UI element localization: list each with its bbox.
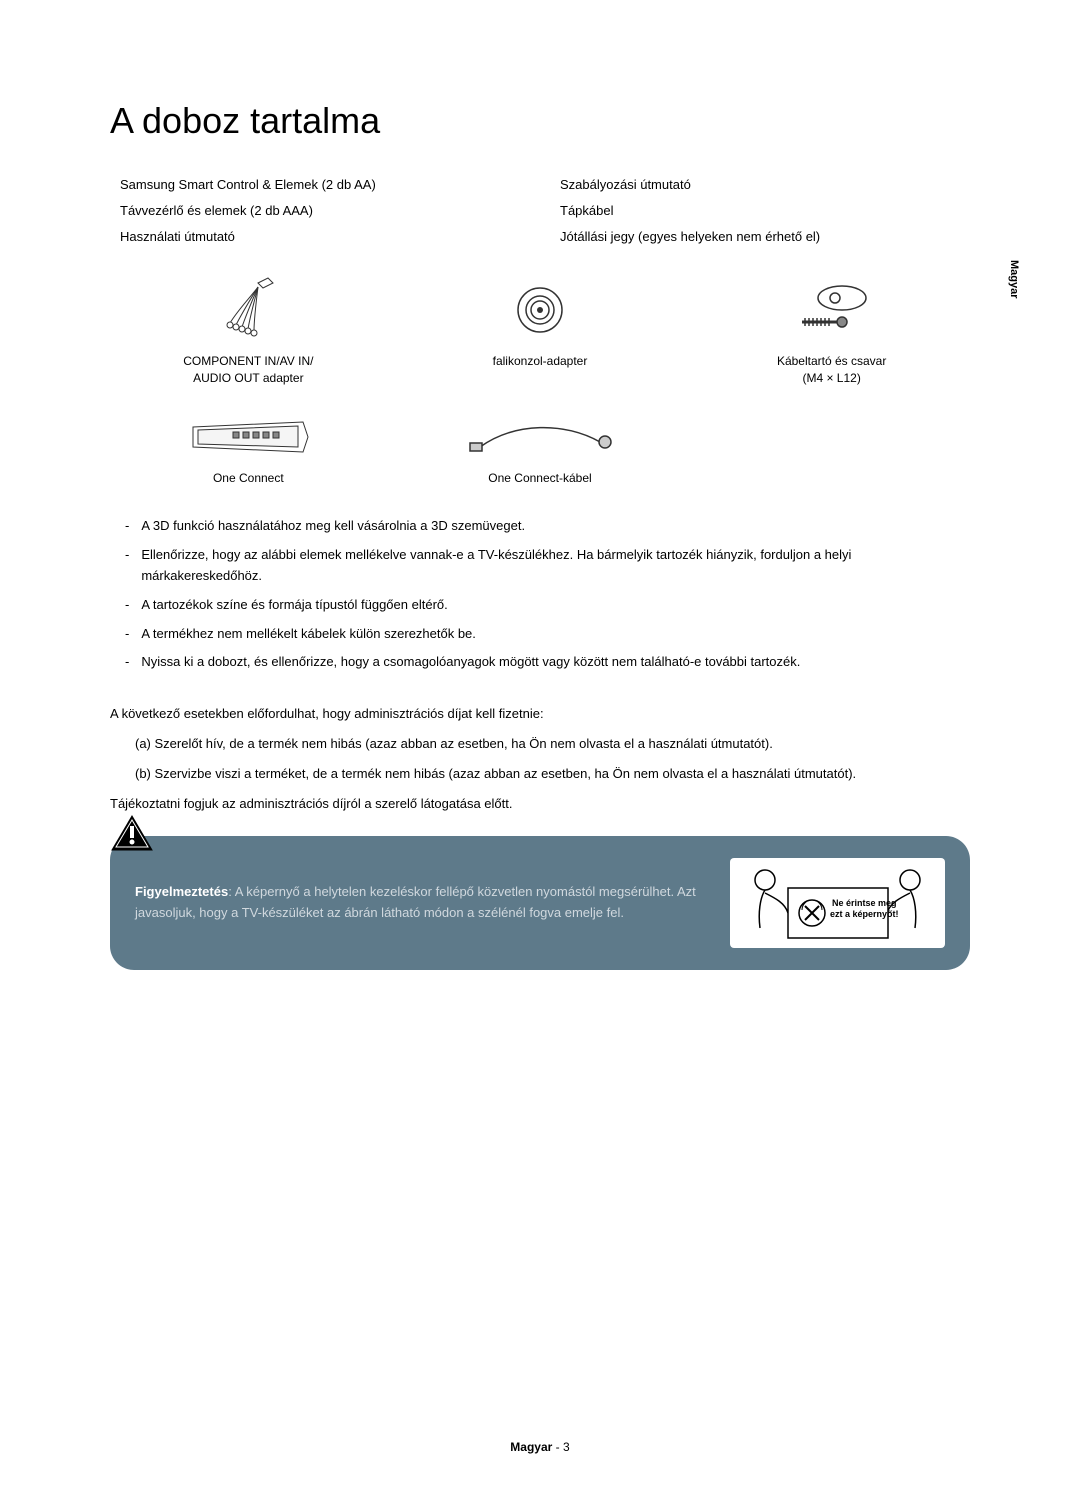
wall-adapter-icon xyxy=(407,275,674,345)
warning-text: Figyelmeztetés: A képernyő a helytelen k… xyxy=(135,882,705,924)
footer-page-number: 3 xyxy=(563,1440,570,1454)
admin-fee-outro: Tájékoztatni fogjuk az adminisztrációs d… xyxy=(110,793,970,815)
right-items-list: Szabályozási útmutató Tápkábel Jótállási… xyxy=(550,172,970,250)
accessory-label: One Connect-kábel xyxy=(407,470,674,487)
accessory-label: falikonzol-adapter xyxy=(407,353,674,370)
accessories-row-2: One Connect One Connect-kábel xyxy=(110,407,970,492)
note-item: - A 3D funkció használatához meg kell vá… xyxy=(110,516,970,537)
dash-icon: - xyxy=(125,595,129,616)
notes-list: - A 3D funkció használatához meg kell vá… xyxy=(110,516,970,673)
warning-box: Figyelmeztetés: A képernyő a helytelen k… xyxy=(110,836,970,970)
list-item: Használati útmutató xyxy=(110,224,530,250)
accessory-component-adapter: COMPONENT IN/AV IN/ AUDIO OUT adapter xyxy=(110,270,387,392)
list-item: Jótállási jegy (egyes helyeken nem érhet… xyxy=(550,224,970,250)
dash-icon: - xyxy=(125,516,129,537)
admin-fee-a: (a) Szerelőt hív, de a termék nem hibás … xyxy=(110,733,970,755)
language-tab: Magyar xyxy=(1008,260,1020,299)
one-connect-icon xyxy=(115,412,382,462)
accessory-one-connect: One Connect xyxy=(110,407,387,492)
dash-icon: - xyxy=(125,545,129,587)
dash-icon: - xyxy=(125,652,129,673)
page-footer: Magyar - 3 xyxy=(0,1440,1080,1454)
accessory-one-connect-cable: One Connect-kábel xyxy=(402,407,679,492)
page-title: A doboz tartalma xyxy=(110,100,970,142)
illustration-caption: Ne érintse meg ezt a képernyőt! xyxy=(830,898,899,921)
accessory-cable-holder: Kábeltartó és csavar (M4 × L12) xyxy=(693,270,970,392)
note-item: - Nyissa ki a dobozt, és ellenőrizze, ho… xyxy=(110,652,970,673)
footer-language: Magyar xyxy=(510,1440,552,1454)
accessory-label: One Connect xyxy=(115,470,382,487)
accessories-row-1: COMPONENT IN/AV IN/ AUDIO OUT adapter fa… xyxy=(110,270,970,392)
note-item: - Ellenőrizze, hogy az alábbi elemek mel… xyxy=(110,545,970,587)
one-connect-cable-icon xyxy=(407,412,674,462)
list-item: Samsung Smart Control & Elemek (2 db AA) xyxy=(110,172,530,198)
accessory-label: COMPONENT IN/AV IN/ AUDIO OUT adapter xyxy=(115,353,382,387)
accessory-wall-adapter: falikonzol-adapter xyxy=(402,270,679,392)
warning-label: Figyelmeztetés xyxy=(135,884,228,899)
warning-triangle-icon xyxy=(110,814,154,859)
note-item: - A termékhez nem mellékelt kábelek külö… xyxy=(110,624,970,645)
accessory-label: Kábeltartó és csavar (M4 × L12) xyxy=(698,353,965,387)
included-items-lists: Samsung Smart Control & Elemek (2 db AA)… xyxy=(110,172,970,250)
component-adapter-icon xyxy=(115,275,382,345)
list-item: Szabályozási útmutató xyxy=(550,172,970,198)
cable-holder-icon xyxy=(698,275,965,345)
admin-fee-b: (b) Szervizbe viszi a terméket, de a ter… xyxy=(110,763,970,785)
list-item: Távvezérlő és elemek (2 db AAA) xyxy=(110,198,530,224)
dash-icon: - xyxy=(125,624,129,645)
note-item: - A tartozékok színe és formája típustól… xyxy=(110,595,970,616)
warning-illustration: Ne érintse meg ezt a képernyőt! xyxy=(730,858,945,948)
admin-fee-intro: A következő esetekben előfordulhat, hogy… xyxy=(110,703,970,725)
left-items-list: Samsung Smart Control & Elemek (2 db AA)… xyxy=(110,172,530,250)
list-item: Tápkábel xyxy=(550,198,970,224)
